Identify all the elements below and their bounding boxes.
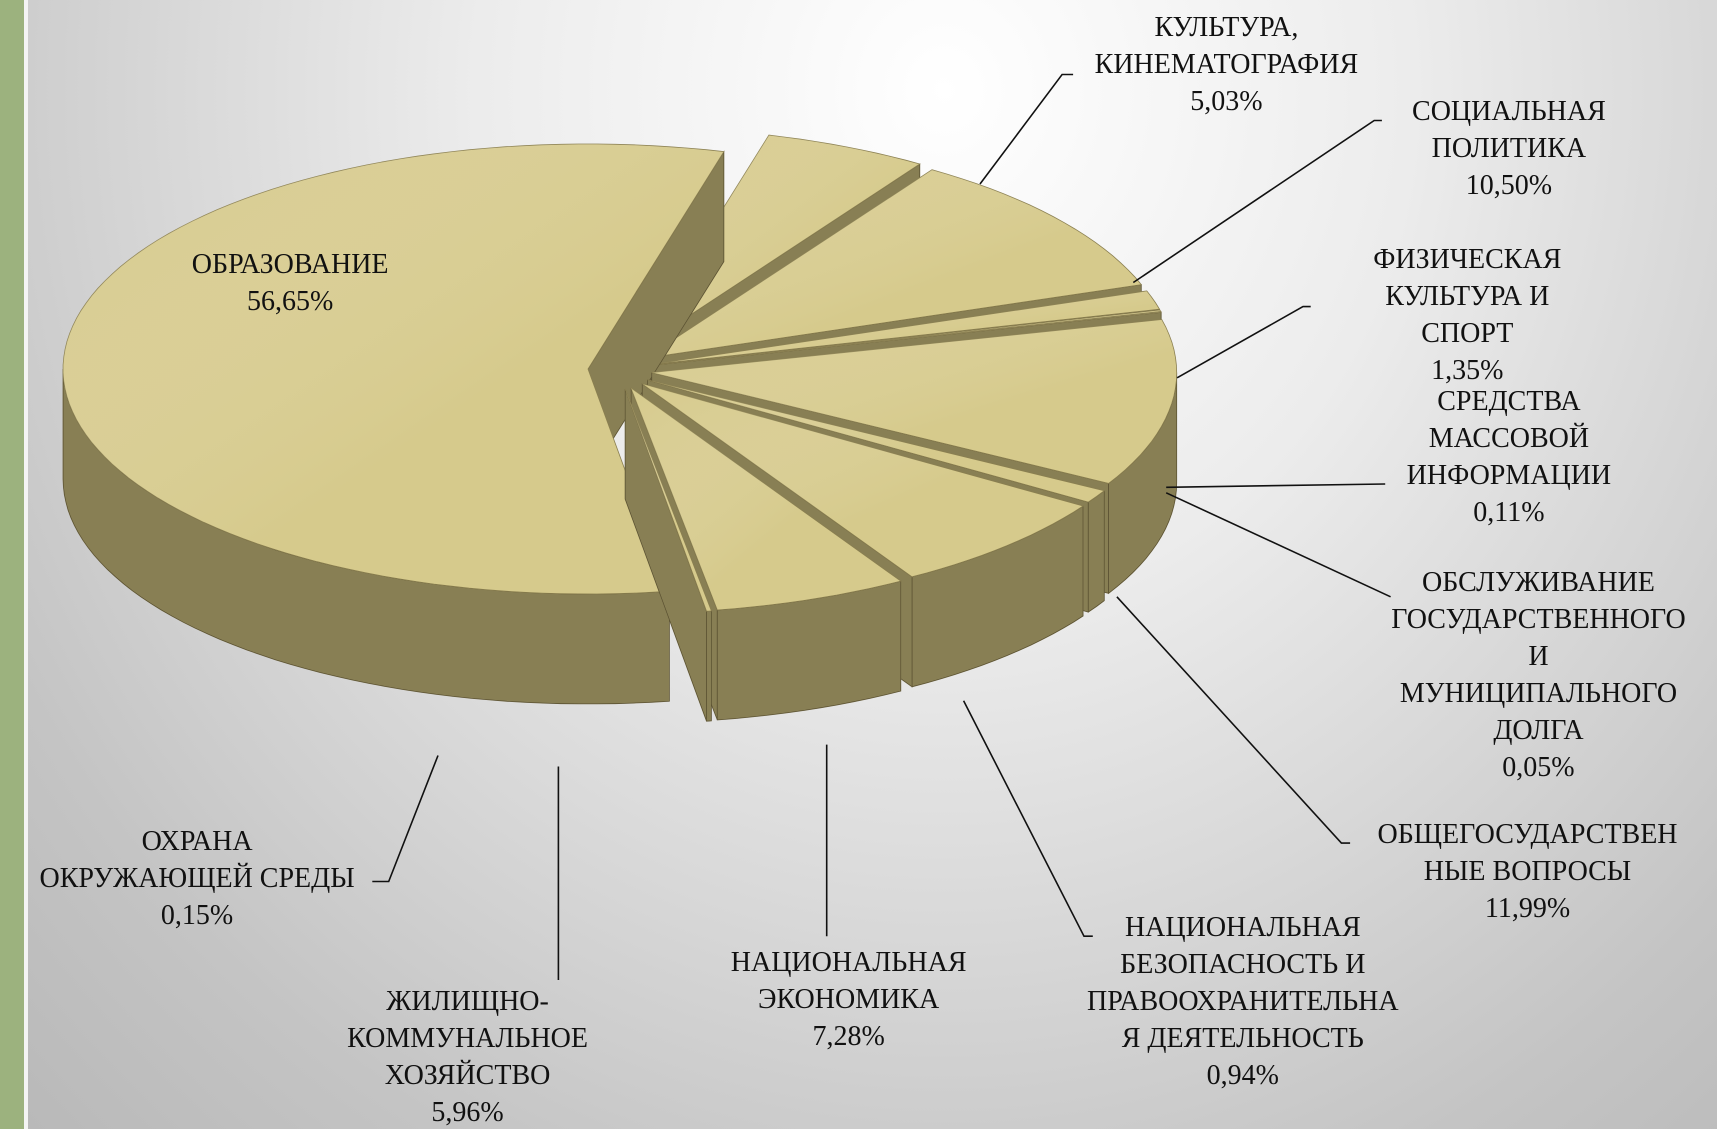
category-label: КУЛЬТУРА, КИНЕМАТОГРАФИЯ xyxy=(1094,11,1359,80)
slice-shade xyxy=(1088,490,1105,613)
slice-highlight xyxy=(647,379,1105,503)
category-label: ОБСЛУЖИВАНИЕ ГОСУДАРСТВЕННОГО И МУНИЦИПА… xyxy=(1391,566,1686,746)
slice-label: ОБЩЕГОСУДАРСТВЕН НЫЕ ВОПРОСЫ 11,99% xyxy=(1378,816,1678,927)
slice-label: ФИЗИЧЕСКАЯ КУЛЬТУРА И СПОРТ 1,35% xyxy=(1342,241,1592,389)
category-label: ЖИЛИЩНО- КОММУНАЛЬНОЕ ХОЗЯЙСТВО xyxy=(347,986,588,1092)
slice-shade xyxy=(706,610,712,722)
slice-highlight xyxy=(645,169,1142,359)
value-label: 0,94% xyxy=(1206,1059,1279,1091)
value-label: 0,11% xyxy=(1473,497,1545,529)
slice-highlight xyxy=(651,319,1177,484)
slice-label: НАЦИОНАЛЬНАЯ БЕЗОПАСНОСТЬ И ПРАВООХРАНИТ… xyxy=(1087,909,1399,1094)
slice-shade xyxy=(63,369,670,704)
category-label: ФИЗИЧЕСКАЯ КУЛЬТУРА И СПОРТ xyxy=(1373,243,1562,349)
slice-highlight xyxy=(650,290,1160,365)
value-label: 1,35% xyxy=(1431,354,1504,386)
leader-line xyxy=(979,73,1074,185)
slice-highlight xyxy=(642,383,1084,577)
slice-highlight xyxy=(631,388,901,610)
slice-label: СРЕДСТВА МАССОВОЙ ИНФОРМАЦИИ 0,11% xyxy=(1407,383,1611,531)
leader-line xyxy=(1176,305,1311,379)
value-label: 56,65% xyxy=(247,286,334,318)
value-label: 5,03% xyxy=(1190,85,1263,117)
slice-label: НАЦИОНАЛЬНАЯ ЭКОНОМИКА 7,28% xyxy=(731,944,967,1055)
slice-label: ОХРАНА ОКРУЖАЮЩЕЙ СРЕДЫ 0,15% xyxy=(40,823,355,934)
slice-highlight xyxy=(651,311,1162,366)
slice xyxy=(62,143,725,705)
value-label: 0,05% xyxy=(1502,751,1575,783)
leader-line xyxy=(962,700,1093,938)
category-label: ОХРАНА ОКРУЖАЮЩЕЙ СРЕДЫ xyxy=(39,826,355,895)
leader-line xyxy=(1166,483,1386,489)
slice-label: ОБСЛУЖИВАНИЕ ГОСУДАРСТВЕННОГО И МУНИЦИПА… xyxy=(1391,564,1686,786)
leader-line xyxy=(1165,492,1391,598)
category-label: ОБЩЕГОСУДАРСТВЕН НЫЕ ВОПРОСЫ xyxy=(1377,818,1678,887)
slice xyxy=(624,388,712,722)
slice-shade xyxy=(625,389,707,722)
side-strip xyxy=(0,0,28,1129)
leader-line xyxy=(1116,596,1351,844)
slice-shade xyxy=(717,581,901,720)
slice-shade xyxy=(588,151,724,479)
slice-label: ЖИЛИЩНО- КОММУНАЛЬНОЕ ХОЗЯЙСТВО 5,96% xyxy=(347,983,588,1129)
category-label: СОЦИАЛЬНАЯ ПОЛИТИКА xyxy=(1412,96,1606,165)
leader-line xyxy=(1132,119,1382,284)
value-label: 0,15% xyxy=(160,900,234,932)
value-label: 11,99% xyxy=(1484,892,1571,924)
slice-shade xyxy=(912,506,1084,687)
slice-label: ОБРАЗОВАНИЕ 56,65% xyxy=(192,246,389,320)
category-label: ОБРАЗОВАНИЕ xyxy=(191,249,389,281)
slice-highlight xyxy=(63,144,724,594)
category-label: НАЦИОНАЛЬНАЯ БЕЗОПАСНОСТЬ И ПРАВООХРАНИТ… xyxy=(1087,911,1399,1054)
slice-shade xyxy=(1108,372,1177,594)
slice-label: КУЛЬТУРА, КИНЕМАТОГРАФИЯ 5,03% xyxy=(1095,9,1358,120)
category-label: СРЕДСТВА МАССОВОЙ ИНФОРМАЦИИ xyxy=(1406,386,1612,492)
leader-line xyxy=(372,755,439,883)
value-label: 7,28% xyxy=(812,1020,885,1052)
value-label: 5,96% xyxy=(431,1097,504,1129)
value-label: 10,50% xyxy=(1465,170,1553,202)
slice-highlight xyxy=(633,135,920,353)
slice-highlight xyxy=(625,389,712,612)
slice-label: СОЦИАЛЬНАЯ ПОЛИТИКА 10,50% xyxy=(1412,93,1606,204)
category-label: НАЦИОНАЛЬНАЯ ЭКОНОМИКА xyxy=(730,946,967,1015)
slice-highlight xyxy=(651,310,1161,366)
